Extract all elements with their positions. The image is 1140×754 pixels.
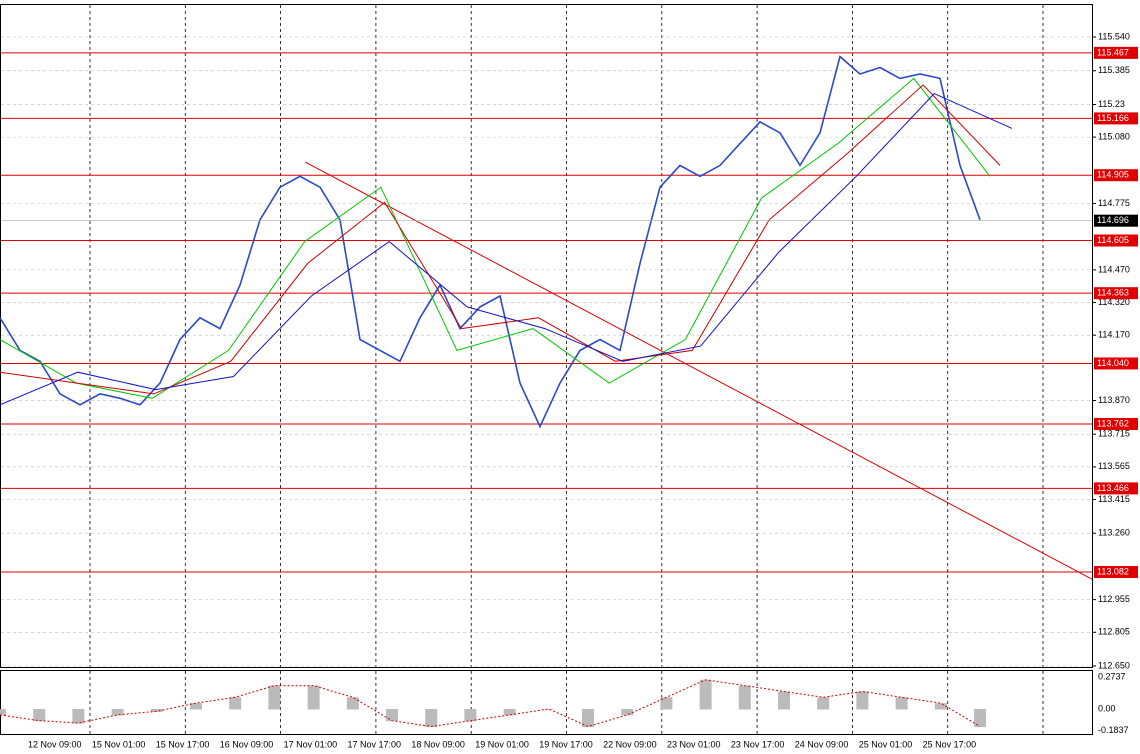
osc-bar xyxy=(582,709,594,728)
osc-bar xyxy=(0,709,6,716)
trendline xyxy=(304,161,1093,580)
osc-bar xyxy=(974,709,986,728)
osc-bar xyxy=(856,691,869,710)
moving-average xyxy=(0,84,1001,395)
osc-bar xyxy=(111,709,124,716)
osc-bar xyxy=(307,685,320,710)
y-tick-label: 113.415 xyxy=(1098,494,1130,504)
level-label: 115.467 xyxy=(1097,47,1129,57)
y-tick-label: 112.650 xyxy=(1098,660,1130,670)
level-label: 114.363 xyxy=(1097,288,1129,298)
y-tick-label: 115.540 xyxy=(1098,31,1130,41)
x-tick-label: 25 Nov 17:00 xyxy=(923,739,977,749)
x-tick-label: 17 Nov 01:00 xyxy=(284,739,338,749)
x-tick-label: 23 Nov 17:00 xyxy=(731,739,785,749)
x-tick-label: 16 Nov 09:00 xyxy=(220,739,274,749)
x-tick-label: 25 Nov 01:00 xyxy=(859,739,913,749)
level-label: 114.040 xyxy=(1097,358,1129,368)
osc-tick-label: -0.1837 xyxy=(1098,725,1129,735)
moving-average xyxy=(0,77,991,399)
level-label: 114.905 xyxy=(1097,170,1129,180)
osc-bar xyxy=(817,697,830,710)
osc-bar xyxy=(895,697,908,710)
x-tick-label: 19 Nov 17:00 xyxy=(539,739,593,749)
osc-bar xyxy=(699,679,712,710)
level-label: 113.082 xyxy=(1097,566,1129,576)
level-label: 114.605 xyxy=(1097,235,1129,245)
price-line xyxy=(0,55,981,429)
level-box xyxy=(1094,46,1138,59)
main-panel xyxy=(0,4,1093,668)
level-box xyxy=(1094,112,1138,125)
y-tick-label: 112.955 xyxy=(1098,594,1130,604)
level-box xyxy=(1094,357,1138,370)
x-tick-label: 15 Nov 17:00 xyxy=(156,739,210,749)
osc-bar xyxy=(778,691,790,710)
osc-bar xyxy=(425,709,438,728)
osc-bar xyxy=(33,709,46,722)
osc-bar xyxy=(268,685,281,710)
y-tick-label: 115.23 xyxy=(1098,99,1125,109)
x-tick-label: 17 Nov 17:00 xyxy=(348,739,402,749)
level-label: 113.466 xyxy=(1097,483,1129,493)
osc-bar xyxy=(738,685,751,710)
y-tick-label: 113.565 xyxy=(1098,461,1130,471)
y-tick-label: 114.470 xyxy=(1098,264,1130,274)
osc-bar xyxy=(464,709,477,722)
y-tick-label: 114.320 xyxy=(1098,297,1130,307)
osc-bar xyxy=(150,709,163,712)
osc-bar xyxy=(621,709,634,716)
x-tick-label: 23 Nov 01:00 xyxy=(667,739,721,749)
osc-bar xyxy=(386,709,398,722)
y-tick-label: 114.170 xyxy=(1098,330,1130,340)
x-tick-label: 19 Nov 01:00 xyxy=(475,739,529,749)
y-tick-label: 115.385 xyxy=(1098,65,1130,75)
y-tick-label: 115.080 xyxy=(1098,131,1130,141)
x-tick-label: 18 Nov 09:00 xyxy=(411,739,465,749)
x-tick-label: 15 Nov 01:00 xyxy=(92,739,146,749)
osc-tick-label: 0.00 xyxy=(1098,703,1116,713)
osc-bar xyxy=(542,709,555,710)
y-tick-label: 113.715 xyxy=(1098,429,1130,439)
level-label: 113.762 xyxy=(1097,418,1129,428)
x-tick-label: 22 Nov 09:00 xyxy=(603,739,657,749)
y-tick-label: 113.870 xyxy=(1098,395,1130,405)
level-label: 115.166 xyxy=(1097,113,1129,123)
x-tick-label: 24 Nov 09:00 xyxy=(795,739,849,749)
current-price-box xyxy=(1094,214,1138,227)
level-box xyxy=(1094,565,1138,578)
oscillator-panel xyxy=(0,670,1093,735)
moving-average xyxy=(0,92,1013,406)
level-box xyxy=(1094,169,1138,182)
osc-bar xyxy=(72,709,85,724)
current-price-label: 114.696 xyxy=(1097,215,1129,225)
osc-signal xyxy=(0,679,981,728)
osc-bar xyxy=(934,703,947,710)
y-tick-label: 114.775 xyxy=(1098,198,1130,208)
osc-bar xyxy=(660,697,673,710)
y-tick-label: 112.805 xyxy=(1098,627,1130,637)
osc-bar xyxy=(346,697,359,710)
level-box xyxy=(1094,234,1138,247)
y-tick-label: 113.260 xyxy=(1098,528,1130,538)
level-box xyxy=(1094,482,1138,495)
osc-bar xyxy=(190,703,202,710)
osc-bar xyxy=(229,697,242,710)
x-tick-label: 12 Nov 09:00 xyxy=(28,739,82,749)
level-box xyxy=(1094,287,1138,300)
osc-tick-label: 0.2737 xyxy=(1098,671,1126,681)
osc-bar xyxy=(503,709,516,716)
level-box xyxy=(1094,417,1138,430)
